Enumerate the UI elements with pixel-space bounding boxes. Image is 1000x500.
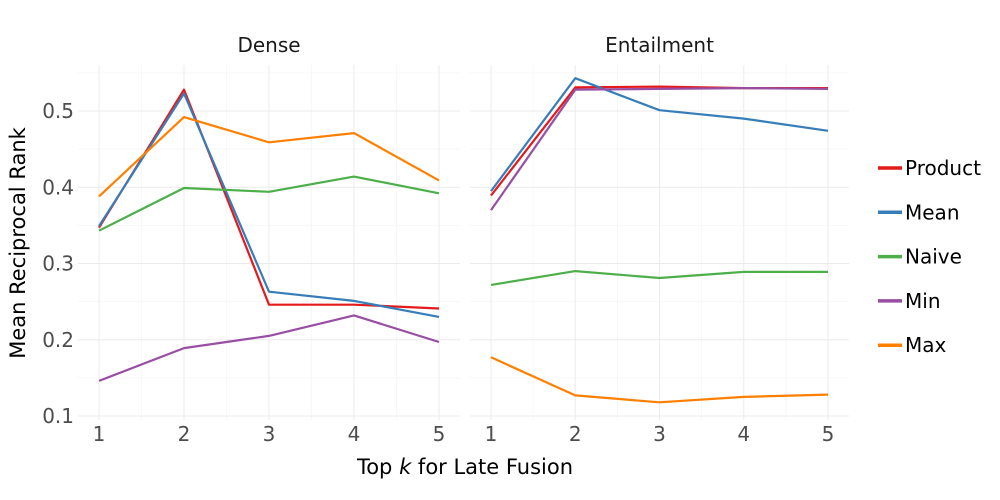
panel-entailment: Entailment 1 2 3 4 5 (470, 33, 849, 446)
x-tick-label: 4 (348, 422, 361, 446)
x-axis-title: Top k for Late Fusion (356, 455, 573, 479)
legend-label: Product (905, 156, 981, 180)
x-tick-label: 1 (93, 422, 106, 446)
y-tick-label: 0.4 (42, 175, 74, 199)
series-line-naive (98, 175, 440, 232)
legend-item-max: Max (878, 333, 947, 357)
legend-item-naive: Naive (878, 245, 962, 269)
panels-layer: Dense 1 2 3 4 5 0.1 0.2 0.3 0.4 0.5 Entailment 1 2 3 4 5 (42, 33, 849, 446)
x-tick-label: 2 (178, 422, 191, 446)
legend-label: Naive (905, 245, 962, 269)
facet-title: Dense (237, 33, 300, 57)
series-line-max (490, 356, 829, 404)
y-axis-title: Mean Reciprocal Rank (6, 126, 30, 358)
legend-label: Min (905, 289, 941, 313)
y-tick-label: 0.1 (42, 404, 74, 428)
legend: Product Mean Naive Min Max (878, 156, 981, 357)
legend-label: Max (905, 333, 947, 357)
x-tick-label: 5 (822, 422, 835, 446)
series-line-max (98, 115, 440, 198)
x-tick-label: 1 (485, 422, 498, 446)
series-line-mean (98, 92, 440, 318)
x-tick-label: 4 (737, 422, 750, 446)
x-tick-label: 2 (569, 422, 582, 446)
y-tick-label: 0.2 (42, 328, 74, 352)
facet-title: Entailment (605, 33, 714, 57)
legend-item-product: Product (878, 156, 981, 180)
legend-label: Mean (905, 200, 960, 224)
series-line-mean (490, 77, 829, 192)
y-tick-label: 0.5 (42, 99, 74, 123)
legend-item-min: Min (878, 289, 941, 313)
panel-dense: Dense 1 2 3 4 5 0.1 0.2 0.3 0.4 0.5 (42, 33, 460, 446)
series-line-min (490, 86, 829, 211)
x-tick-label: 3 (263, 422, 276, 446)
series-line-naive (490, 270, 828, 286)
series-line-min (98, 314, 440, 382)
x-tick-label: 5 (433, 422, 446, 446)
legend-item-mean: Mean (878, 200, 960, 224)
x-tick-label: 3 (653, 422, 666, 446)
y-tick-label: 0.3 (42, 252, 74, 276)
